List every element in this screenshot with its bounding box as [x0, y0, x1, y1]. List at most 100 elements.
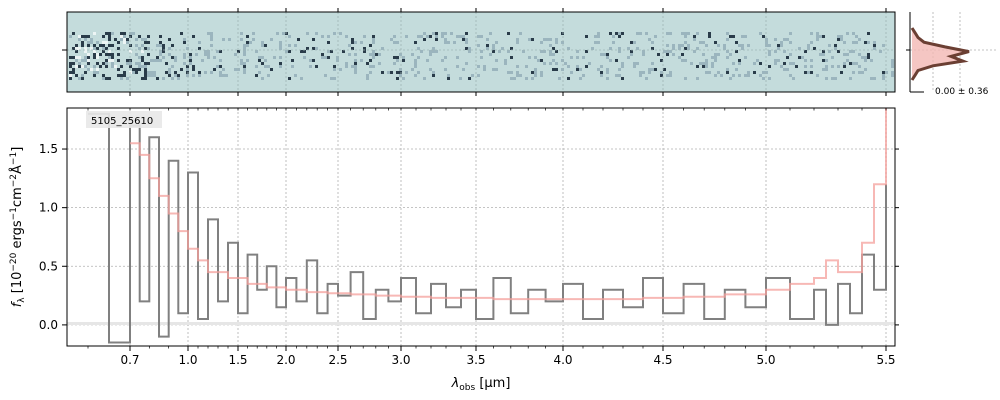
stamp-pixel	[243, 53, 246, 56]
stamp-pixel	[186, 47, 189, 50]
stamp-pixel	[261, 41, 264, 44]
stamp-pixel	[621, 65, 624, 68]
stamp-pixel	[822, 68, 825, 71]
stamp-pixel	[204, 71, 207, 74]
stamp-pixel	[804, 71, 807, 74]
stamp-pixel	[714, 56, 717, 59]
stamp-pixel	[681, 59, 684, 62]
stamp-pixel	[126, 77, 129, 80]
stamp-pixel	[120, 32, 123, 35]
stamp-pixel	[117, 59, 120, 62]
stamp-pixel	[510, 47, 513, 50]
stamp-pixel	[294, 74, 297, 77]
stamp-pixel	[276, 32, 279, 35]
stamp-pixel	[186, 71, 189, 74]
stamp-pixel	[90, 68, 93, 71]
stamp-pixel	[111, 62, 114, 65]
object-id-box	[86, 111, 162, 128]
stamp-pixel	[255, 50, 258, 53]
stamp-pixel	[840, 38, 843, 41]
stamp-pixel	[870, 77, 873, 80]
stamp-pixel	[738, 44, 741, 47]
stamp-pixel	[507, 32, 510, 35]
stamp-pixel	[393, 41, 396, 44]
stamp-pixel	[123, 71, 126, 74]
stamp-pixel	[96, 56, 99, 59]
stamp-pixel	[765, 38, 768, 41]
stamp-pixel	[615, 32, 618, 35]
stamp-pixel	[492, 68, 495, 71]
stamp-pixel	[735, 41, 738, 44]
stamp-pixel	[708, 71, 711, 74]
stamp-pixel	[81, 44, 84, 47]
stamp-pixel	[681, 44, 684, 47]
stamp-pixel	[135, 53, 138, 56]
stamp-pixel	[552, 59, 555, 62]
stamp-pixel	[111, 65, 114, 68]
stamp-pixels	[69, 32, 894, 80]
x-tick-label: 1.5	[228, 353, 247, 367]
stamp-pixel	[669, 50, 672, 53]
stamp-pixel	[243, 71, 246, 74]
stamp-pixel	[510, 77, 513, 80]
stamp-pixel	[636, 47, 639, 50]
stamp-pixel	[93, 74, 96, 77]
stamp-pixel	[198, 74, 201, 77]
stamp-pixel	[444, 68, 447, 71]
stamp-pixel	[606, 56, 609, 59]
stamp-pixel	[441, 59, 444, 62]
stamp-pixel	[789, 62, 792, 65]
stamp-pixel	[255, 74, 258, 77]
stamp-pixel	[540, 50, 543, 53]
stamp-pixel	[108, 38, 111, 41]
stamp-pixel	[567, 47, 570, 50]
stamp-pixel	[75, 44, 78, 47]
stamp-pixel	[480, 56, 483, 59]
stamp-pixel	[651, 68, 654, 71]
stamp-pixel	[279, 65, 282, 68]
stamp-pixel	[681, 32, 684, 35]
stamp-pixel	[207, 56, 210, 59]
stamp-pixel	[834, 47, 837, 50]
stamp-pixel	[495, 59, 498, 62]
stamp-pixel	[855, 41, 858, 44]
stamp-pixel	[639, 74, 642, 77]
stamp-pixel	[192, 74, 195, 77]
stamp-pixel	[534, 74, 537, 77]
stamp-pixel	[105, 62, 108, 65]
stamp-pixel	[510, 71, 513, 74]
stamp-pixel	[600, 65, 603, 68]
stamp-pixel	[594, 41, 597, 44]
stamp-pixel	[393, 35, 396, 38]
stamp-pixel	[729, 53, 732, 56]
stamp-pixel	[678, 47, 681, 50]
stamp-pixel	[393, 56, 396, 59]
profile-label: 0.00 ± 0.36	[935, 87, 989, 97]
stamp-pixel	[183, 41, 186, 44]
stamp-pixel	[600, 71, 603, 74]
y-label-part: ]	[10, 147, 25, 152]
stamp-pixel	[348, 53, 351, 56]
stamp-pixel	[807, 47, 810, 50]
stamp-pixel	[432, 74, 435, 77]
stamp-pixel	[738, 74, 741, 77]
stamp-pixel	[147, 53, 150, 56]
stamp-pixel	[534, 68, 537, 71]
stamp-pixel	[147, 74, 150, 77]
stamp-pixel	[696, 47, 699, 50]
stamp-pixel	[711, 56, 714, 59]
stamp-pixel	[882, 71, 885, 74]
stamp-pixel	[891, 71, 894, 74]
stamp-pixel	[141, 56, 144, 59]
stamp-pixel	[417, 47, 420, 50]
stamp-pixel	[252, 38, 255, 41]
stamp-pixel	[648, 71, 651, 74]
stamp-pixel	[822, 35, 825, 38]
stamp-pixel	[543, 62, 546, 65]
stamp-pixel	[399, 74, 402, 77]
stamp-pixel	[672, 47, 675, 50]
stamp-pixel	[867, 32, 870, 35]
stamp-pixel	[831, 77, 834, 80]
stamp-pixel	[87, 41, 90, 44]
